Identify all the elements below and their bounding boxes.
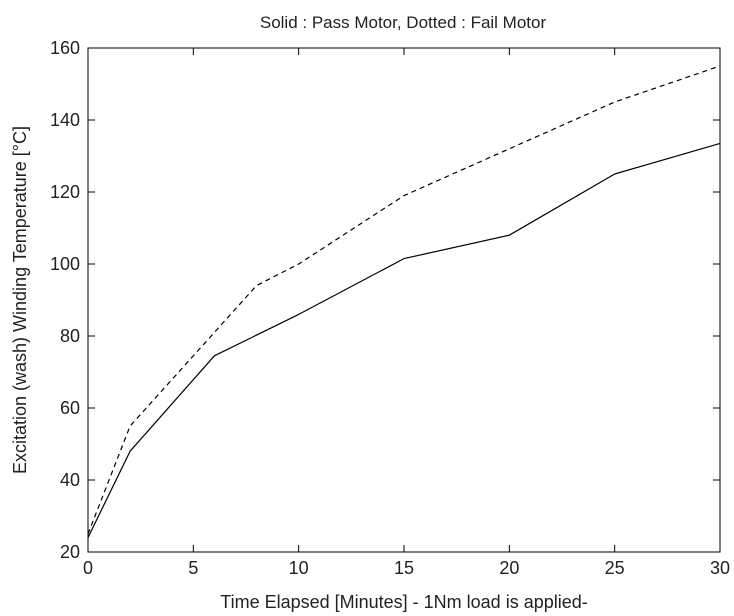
x-axis: 0 5 10 15 20 25 30 xyxy=(83,48,730,578)
x-tick-label: 25 xyxy=(605,558,625,578)
y-tick-label: 20 xyxy=(60,542,80,562)
y-tick-label: 100 xyxy=(50,254,80,274)
y-axis: 20 40 60 80 100 120 140 160 xyxy=(50,38,720,562)
x-tick-label: 0 xyxy=(83,558,93,578)
x-tick-label: 10 xyxy=(289,558,309,578)
x-tick-label: 5 xyxy=(188,558,198,578)
y-tick-label: 40 xyxy=(60,470,80,490)
y-axis-label: Excitation (wash) Winding Temperature [°… xyxy=(10,126,30,474)
y-tick-label: 160 xyxy=(50,38,80,58)
y-tick-label: 60 xyxy=(60,398,80,418)
x-tick-label: 15 xyxy=(394,558,414,578)
y-tick-label: 80 xyxy=(60,326,80,346)
y-tick-label: 120 xyxy=(50,182,80,202)
y-tick-label: 140 xyxy=(50,110,80,130)
fail-motor-line xyxy=(87,65,721,535)
x-tick-label: 30 xyxy=(710,558,730,578)
chart-title: Solid : Pass Motor, Dotted : Fail Motor xyxy=(260,13,547,32)
pass-motor-line xyxy=(87,142,721,538)
x-axis-label: Time Elapsed [Minutes] - 1Nm load is app… xyxy=(220,592,588,612)
plot-area-frame xyxy=(87,47,721,553)
series-layer xyxy=(87,65,721,538)
x-tick-label: 20 xyxy=(499,558,519,578)
